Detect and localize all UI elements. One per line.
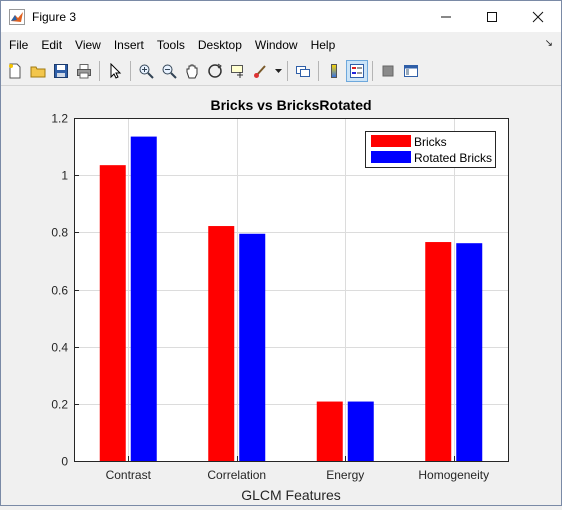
- zoom-out-button[interactable]: [159, 61, 179, 81]
- show-plot-tools-icon: [404, 65, 418, 77]
- toolbar-separator: [130, 61, 131, 81]
- pan-button[interactable]: [182, 61, 202, 81]
- legend-swatch: [371, 151, 411, 163]
- save-icon: [54, 64, 68, 78]
- menu-desktop[interactable]: Desktop: [197, 37, 242, 52]
- save-button[interactable]: [51, 61, 71, 81]
- y-tick-label: 0.2: [51, 398, 68, 412]
- bar-rotated-bricks-correlation[interactable]: [239, 233, 266, 461]
- legend-button[interactable]: [346, 60, 368, 82]
- bar-group: [99, 136, 483, 461]
- pointer-button[interactable]: [105, 61, 125, 81]
- menu-view[interactable]: View: [75, 37, 101, 52]
- brush-dropdown[interactable]: [274, 61, 282, 81]
- pan-icon: [186, 64, 198, 79]
- colorbar-icon: [331, 64, 337, 78]
- bar-rotated-bricks-homogeneity[interactable]: [456, 243, 483, 461]
- brush-button[interactable]: [251, 61, 271, 81]
- print-icon: [77, 64, 91, 79]
- toolbar-separator: [318, 61, 319, 81]
- title-bar[interactable]: Figure 3: [1, 1, 561, 32]
- figure-canvas: 0 0.2 0.4 0.6 0.8 1 1.2 Contrast Correlation Ene…: [1, 87, 561, 505]
- close-button[interactable]: [515, 1, 561, 32]
- legend-label: Bricks: [414, 135, 447, 149]
- figure-toolbar: [1, 57, 561, 86]
- y-tick-label: 1.2: [51, 112, 68, 126]
- maximize-icon: [487, 11, 497, 22]
- y-tick-label: 0: [61, 455, 68, 469]
- brush-icon: [254, 65, 266, 78]
- x-tick-label: Correlation: [207, 468, 266, 482]
- close-icon: [532, 11, 544, 22]
- chart-title: Bricks vs BricksRotated: [210, 97, 371, 113]
- menu-tools[interactable]: Tools: [156, 37, 185, 52]
- x-axis: Contrast Correlation Energy Homogeneity: [106, 456, 489, 482]
- toolbar-separator: [372, 61, 373, 81]
- y-tick-label: 0.8: [51, 226, 68, 240]
- link-icon: [296, 66, 310, 77]
- menu-window[interactable]: Window: [254, 37, 298, 52]
- bar-bricks-energy[interactable]: [316, 401, 343, 461]
- window-title: Figure 3: [32, 9, 77, 24]
- bar-chart[interactable]: 0 0.2 0.4 0.6 0.8 1 1.2 Contrast Correlation Ene…: [1, 87, 561, 505]
- bar-rotated-bricks-energy[interactable]: [347, 401, 374, 461]
- open-file-button[interactable]: [28, 61, 48, 81]
- toolbar-separator: [99, 61, 100, 81]
- link-plot-button[interactable]: [293, 61, 313, 81]
- menu-file[interactable]: File: [9, 37, 29, 52]
- legend-swatch: [371, 135, 411, 147]
- menu-insert[interactable]: Insert: [113, 37, 144, 52]
- dock-figure-icon[interactable]: ↘: [544, 38, 553, 49]
- matlab-logo-icon: [9, 8, 25, 25]
- hide-plot-tools-icon: [382, 65, 394, 77]
- bar-bricks-contrast[interactable]: [99, 165, 126, 461]
- legend-icon: [350, 64, 364, 78]
- menu-bar: File Edit View Insert Tools Desktop Wind…: [1, 32, 561, 57]
- open-file-icon: [30, 66, 46, 78]
- x-axis-label: GLCM Features: [241, 487, 341, 503]
- pointer-icon: [110, 63, 122, 79]
- bar-bricks-homogeneity[interactable]: [425, 242, 452, 461]
- zoom-in-icon: [139, 64, 154, 79]
- minimize-icon: [441, 16, 451, 17]
- print-button[interactable]: [74, 61, 94, 81]
- data-cursor-icon: [231, 65, 243, 78]
- y-axis: 0 0.2 0.4 0.6 0.8 1 1.2: [51, 112, 79, 469]
- y-tick-label: 0.6: [51, 284, 68, 298]
- chevron-down-icon: [274, 69, 282, 73]
- legend[interactable]: Bricks Rotated Bricks: [365, 131, 496, 168]
- show-plot-tools-button[interactable]: [401, 61, 421, 81]
- legend-label: Rotated Bricks: [414, 151, 492, 165]
- x-tick-label: Energy: [326, 468, 364, 482]
- toolbar-separator: [287, 61, 288, 81]
- zoom-in-button[interactable]: [136, 61, 156, 81]
- y-tick-label: 0.4: [51, 341, 68, 355]
- bar-bricks-correlation[interactable]: [208, 226, 235, 461]
- data-cursor-button[interactable]: [228, 61, 248, 81]
- menu-help[interactable]: Help: [310, 37, 336, 52]
- menu-edit[interactable]: Edit: [41, 37, 63, 52]
- maximize-button[interactable]: [469, 1, 515, 32]
- bar-rotated-bricks-contrast[interactable]: [130, 136, 157, 461]
- hide-plot-tools-button[interactable]: [378, 61, 398, 81]
- x-tick-label: Contrast: [106, 468, 152, 482]
- new-figure-icon: [9, 63, 21, 79]
- colorbar-button[interactable]: [324, 61, 344, 81]
- minimize-button[interactable]: [423, 1, 469, 32]
- rotate-3d-icon: [208, 63, 222, 78]
- x-tick-label: Homogeneity: [418, 468, 489, 482]
- new-figure-button[interactable]: [5, 61, 25, 81]
- zoom-out-icon: [162, 64, 177, 79]
- y-tick-label: 1: [61, 169, 68, 183]
- rotate-3d-button[interactable]: [205, 61, 225, 81]
